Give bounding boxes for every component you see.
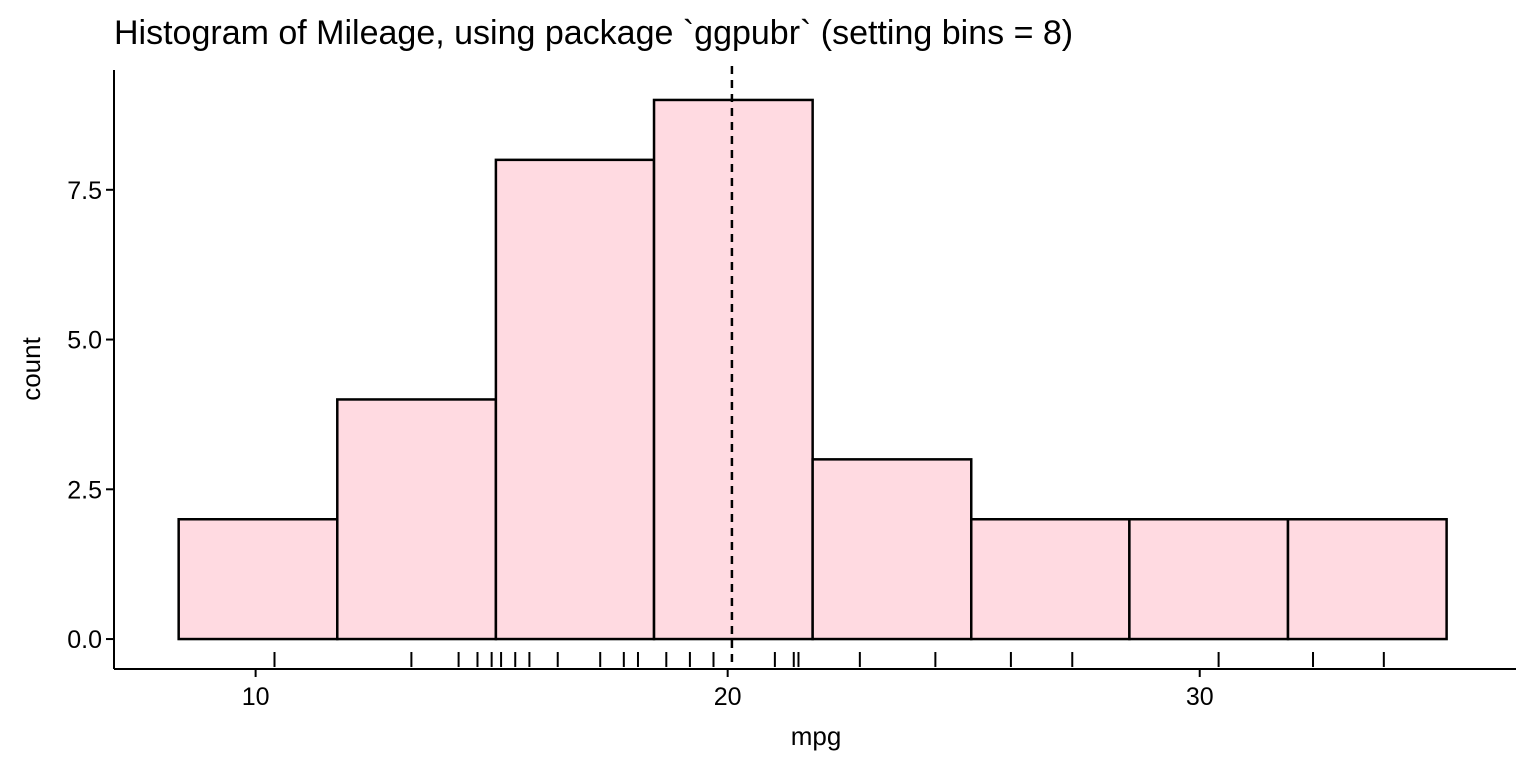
rug-marks [273, 652, 1385, 667]
y-tick-label-4: 7.5 [67, 177, 102, 205]
histogram-bar-8 [1286, 518, 1448, 641]
y-axis-ticks: 0.0 2.5 5.0 7.5 [67, 177, 114, 654]
x-tick-label-1: 10 [242, 683, 270, 711]
histogram-bar-4 [652, 98, 814, 641]
y-axis-title: count [16, 336, 46, 400]
chart-title: Histogram of Mileage, using package `ggp… [114, 14, 1073, 52]
histogram-bars [177, 98, 1448, 641]
histogram-bar-7 [1128, 518, 1290, 641]
x-axis-title: mpg [791, 721, 842, 751]
y-tick-label-1: 0.0 [67, 626, 102, 654]
x-axis-ticks: 10 20 30 [242, 669, 1214, 711]
histogram-bar-6 [969, 518, 1131, 641]
histogram-bar-3 [494, 158, 656, 641]
x-tick-label-2: 20 [714, 683, 742, 711]
histogram-bar-5 [811, 458, 973, 641]
y-tick-label-3: 5.0 [67, 327, 102, 355]
histogram-bar-2 [336, 398, 498, 641]
histogram-bar-1 [177, 518, 339, 641]
y-tick-label-2: 2.5 [67, 476, 102, 504]
x-tick-label-3: 30 [1186, 683, 1214, 711]
